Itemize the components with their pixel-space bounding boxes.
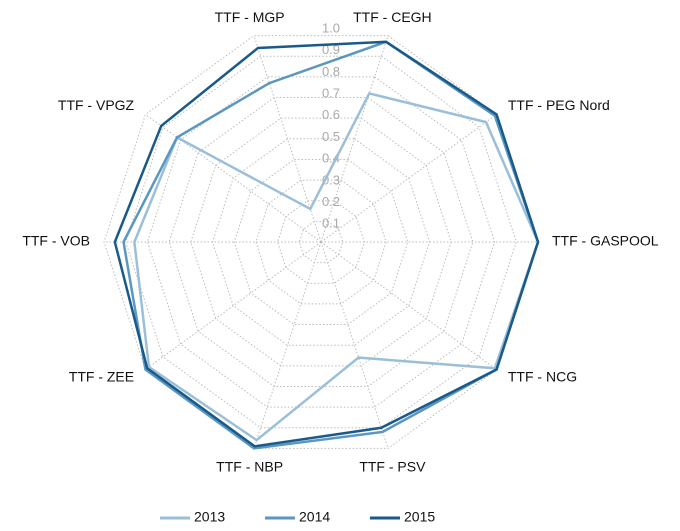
category-label: TTF - ZEE: [69, 368, 134, 384]
spoke: [320, 35, 389, 243]
spoke: [320, 114, 497, 243]
category-label: TTF - PSV: [359, 458, 426, 474]
grid-ring: [103, 35, 539, 449]
r-tick-label: 1.0: [322, 20, 340, 35]
grid-ring: [190, 117, 452, 367]
category-label: TTF - GASPOOL: [552, 233, 659, 249]
category-label: TTF - VPGZ: [58, 97, 135, 113]
series-line: [113, 40, 540, 448]
r-tick-label: 0.7: [322, 86, 340, 101]
grid-ring: [146, 76, 496, 408]
category-label: TTF - NBP: [216, 458, 283, 474]
legend-label: 2014: [299, 509, 330, 525]
r-tick-label: 0.6: [322, 107, 340, 122]
r-tick-label: 0.5: [322, 129, 340, 144]
series-line: [133, 91, 540, 442]
category-label: TTF - PEG Nord: [508, 97, 610, 113]
r-tick-label: 0.2: [322, 194, 340, 209]
legend-label: 2015: [404, 509, 435, 525]
spoke: [253, 241, 322, 449]
r-tick-label: 0.1: [322, 216, 340, 231]
series-line: [122, 40, 540, 450]
category-label: TTF - CEGH: [353, 9, 432, 25]
category-label: TTF - NCG: [508, 368, 577, 384]
category-label: TTF - MGP: [215, 9, 285, 25]
spoke: [320, 241, 389, 449]
legend-label: 2013: [194, 509, 225, 525]
spoke: [145, 114, 322, 243]
grid-ring: [125, 55, 517, 429]
spoke: [145, 241, 322, 370]
spoke: [320, 241, 497, 370]
category-label: TTF - VOB: [22, 233, 90, 249]
grid-ring: [255, 179, 387, 305]
r-tick-label: 0.8: [322, 64, 340, 79]
